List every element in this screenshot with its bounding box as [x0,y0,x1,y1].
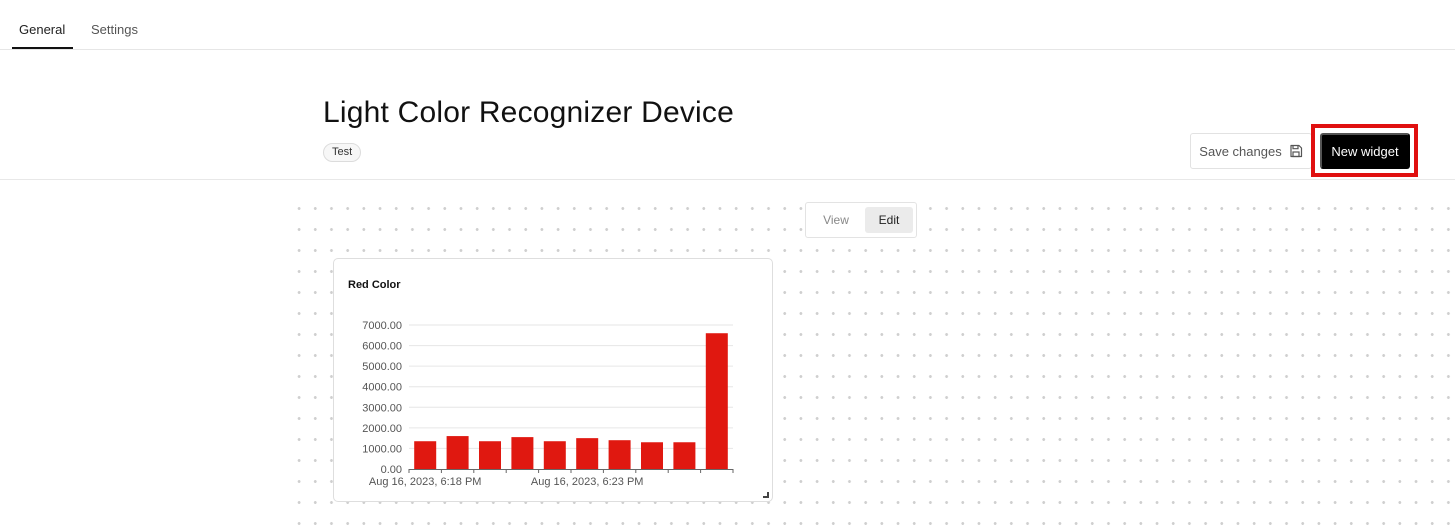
x-tick-label: Aug 16, 2023, 6:18 PM [369,476,482,488]
resize-handle-icon[interactable] [763,492,769,498]
chart-bar [479,441,501,469]
chart-bar [576,438,599,469]
active-tab-indicator [12,47,73,49]
new-widget-button[interactable]: New widget [1320,133,1410,169]
chart-bar [673,442,696,469]
tab-general[interactable]: General [19,22,66,37]
chart-bar [446,436,469,469]
y-tick-label: 0.00 [381,464,402,476]
y-tick-label: 4000.00 [362,382,402,394]
save-changes-button[interactable]: Save changes [1190,133,1312,169]
chart-bar [511,437,534,469]
view-mode-option[interactable]: View [823,213,849,227]
view-edit-toggle: View Edit [805,202,917,238]
chart-bar [414,441,437,469]
chart-widget[interactable]: Red Color 0.00 1000.00 2000.00 3000.00 4000.… [333,258,773,502]
new-widget-highlight-box [1311,124,1418,177]
chart-bar [608,440,631,469]
y-tick-label: 1000.00 [362,443,402,455]
page-title: Light Color Recognizer Device [323,96,734,129]
bar-chart: 0.00 1000.00 2000.00 3000.00 4000.00 5000.00 6… [362,320,734,488]
x-tick-label: Aug 16, 2023, 6:23 PM [531,476,644,488]
chart-bar [641,442,663,469]
y-tick-label: 2000.00 [362,423,402,435]
y-tick-label: 3000.00 [362,402,402,414]
device-tag-badge: Test [323,143,362,162]
y-tick-label: 6000.00 [362,341,402,353]
edit-mode-option[interactable]: Edit [865,207,913,233]
chart-bar [543,441,566,469]
save-icon [1290,144,1302,158]
y-tick-label: 7000.00 [362,320,402,332]
top-tab-bar: General Settings [0,0,1455,50]
y-tick-label: 5000.00 [362,361,402,373]
tab-settings[interactable]: Settings [91,22,138,37]
chart-bar [705,333,728,469]
header-divider [0,179,1455,180]
widget-title: Red Color [348,279,401,291]
save-changes-label: Save changes [1199,143,1282,159]
